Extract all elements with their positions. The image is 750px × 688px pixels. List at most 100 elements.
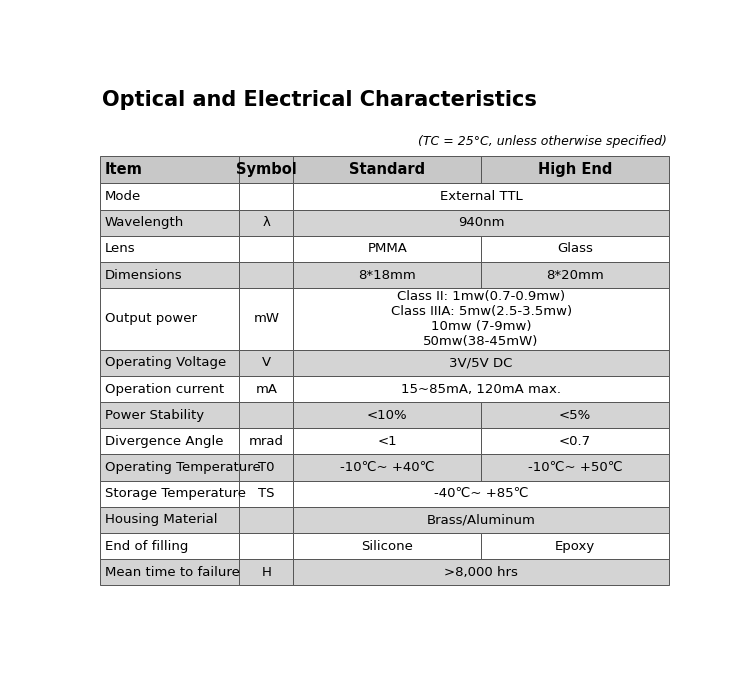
Text: Storage Temperature: Storage Temperature xyxy=(104,487,245,500)
Bar xyxy=(293,402,481,429)
Bar xyxy=(293,455,481,481)
Bar xyxy=(239,236,293,262)
Text: mW: mW xyxy=(254,312,279,325)
Text: 8*20mm: 8*20mm xyxy=(546,268,604,281)
Text: Standard: Standard xyxy=(350,162,425,177)
Bar xyxy=(293,429,481,455)
Text: V: V xyxy=(262,356,271,369)
Text: -10℃~ +40℃: -10℃~ +40℃ xyxy=(340,461,434,474)
Bar xyxy=(239,210,293,236)
Bar xyxy=(100,481,239,507)
Text: Housing Material: Housing Material xyxy=(104,513,217,526)
Text: -40℃~ +85℃: -40℃~ +85℃ xyxy=(433,487,528,500)
Text: 3V/5V DC: 3V/5V DC xyxy=(449,356,513,369)
Text: λ: λ xyxy=(262,216,270,229)
Bar xyxy=(239,559,293,585)
Text: TS: TS xyxy=(258,487,274,500)
Bar xyxy=(100,507,239,533)
Text: Glass: Glass xyxy=(557,242,593,255)
Text: <5%: <5% xyxy=(559,409,591,422)
Bar xyxy=(293,350,669,376)
Bar xyxy=(293,210,669,236)
Text: Operation current: Operation current xyxy=(104,383,224,396)
Text: External TTL: External TTL xyxy=(440,190,523,203)
Bar xyxy=(293,481,669,507)
Bar xyxy=(239,507,293,533)
Text: mA: mA xyxy=(255,383,278,396)
Bar xyxy=(293,288,669,350)
Bar xyxy=(293,559,669,585)
Bar xyxy=(481,402,669,429)
Bar xyxy=(100,184,239,210)
Text: (TC = 25°C, unless otherwise specified): (TC = 25°C, unless otherwise specified) xyxy=(419,135,668,148)
Bar xyxy=(293,533,481,559)
Bar xyxy=(293,262,481,288)
Text: Item: Item xyxy=(104,162,142,177)
Bar xyxy=(293,155,481,184)
Bar xyxy=(100,533,239,559)
Bar xyxy=(100,455,239,481)
Bar xyxy=(481,236,669,262)
Bar xyxy=(239,350,293,376)
Bar xyxy=(481,155,669,184)
Text: >8,000 hrs: >8,000 hrs xyxy=(444,566,518,579)
Bar xyxy=(481,533,669,559)
Text: Mode: Mode xyxy=(104,190,141,203)
Bar xyxy=(239,262,293,288)
Text: -10℃~ +50℃: -10℃~ +50℃ xyxy=(528,461,622,474)
Bar xyxy=(239,533,293,559)
Text: Lens: Lens xyxy=(104,242,135,255)
Bar xyxy=(293,184,669,210)
Text: Wavelength: Wavelength xyxy=(104,216,184,229)
Text: 15~85mA, 120mA max.: 15~85mA, 120mA max. xyxy=(401,383,561,396)
Text: Epoxy: Epoxy xyxy=(555,539,595,552)
Text: 940nm: 940nm xyxy=(458,216,504,229)
Bar xyxy=(293,376,669,402)
Text: <10%: <10% xyxy=(367,409,407,422)
Bar xyxy=(239,402,293,429)
Text: Optical and Electrical Characteristics: Optical and Electrical Characteristics xyxy=(101,90,536,110)
Bar xyxy=(239,455,293,481)
Bar xyxy=(239,376,293,402)
Bar xyxy=(293,236,481,262)
Bar xyxy=(239,429,293,455)
Bar xyxy=(239,184,293,210)
Text: Operating Voltage: Operating Voltage xyxy=(104,356,226,369)
Text: Dimensions: Dimensions xyxy=(104,268,182,281)
Bar xyxy=(239,481,293,507)
Text: Class II: 1mw(0.7-0.9mw)
Class IIIA: 5mw(2.5-3.5mw)
10mw (7-9mw)
50mw(38-45mW): Class II: 1mw(0.7-0.9mw) Class IIIA: 5mw… xyxy=(391,290,572,348)
Bar xyxy=(100,350,239,376)
Text: T0: T0 xyxy=(258,461,274,474)
Bar xyxy=(481,455,669,481)
Bar xyxy=(100,262,239,288)
Bar xyxy=(293,507,669,533)
Bar xyxy=(481,429,669,455)
Text: 8*18mm: 8*18mm xyxy=(358,268,416,281)
Bar xyxy=(100,155,239,184)
Bar xyxy=(100,210,239,236)
Text: Output power: Output power xyxy=(104,312,196,325)
Text: mrad: mrad xyxy=(249,435,284,448)
Text: End of filling: End of filling xyxy=(104,539,188,552)
Bar xyxy=(100,376,239,402)
Text: Silicone: Silicone xyxy=(362,539,413,552)
Bar xyxy=(481,262,669,288)
Bar xyxy=(100,429,239,455)
Text: Mean time to failure: Mean time to failure xyxy=(104,566,239,579)
Text: <0.7: <0.7 xyxy=(559,435,591,448)
Text: Brass/Aluminum: Brass/Aluminum xyxy=(427,513,536,526)
Text: Operating Temperature: Operating Temperature xyxy=(104,461,260,474)
Text: Symbol: Symbol xyxy=(236,162,297,177)
Text: Power Stability: Power Stability xyxy=(104,409,204,422)
Bar xyxy=(100,402,239,429)
Bar xyxy=(100,236,239,262)
Bar xyxy=(239,155,293,184)
Text: PMMA: PMMA xyxy=(368,242,407,255)
Text: <1: <1 xyxy=(377,435,397,448)
Text: H: H xyxy=(262,566,272,579)
Bar xyxy=(239,288,293,350)
Text: High End: High End xyxy=(538,162,612,177)
Bar xyxy=(100,559,239,585)
Text: Divergence Angle: Divergence Angle xyxy=(104,435,223,448)
Bar xyxy=(100,288,239,350)
